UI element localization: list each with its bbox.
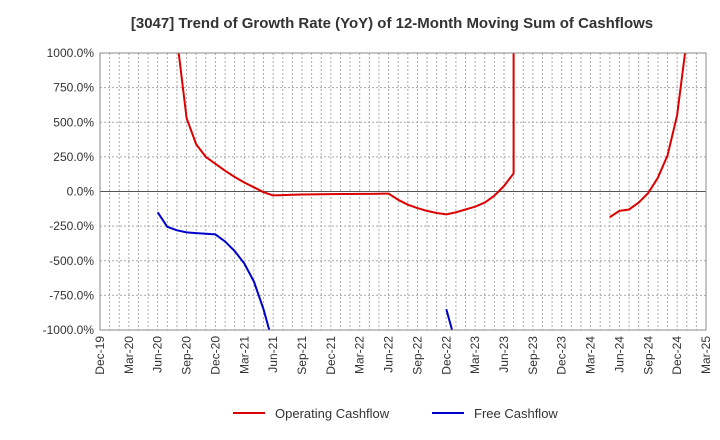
chart-title: [3047] Trend of Growth Rate (YoY) of 12-…	[131, 15, 653, 32]
x-tick-label: Mar-24	[584, 336, 598, 374]
y-tick-label: 750.0%	[53, 81, 94, 95]
free-cashflow-line	[445, 308, 454, 330]
x-tick-label: Jun-24	[612, 336, 626, 373]
x-tick-label: Dec-24	[670, 336, 684, 375]
free-cashflow-line	[156, 211, 271, 330]
x-tick-label: Jun-21	[266, 336, 280, 373]
x-tick-label: Dec-23	[555, 336, 569, 375]
operating-cashflow-legend-label: Operating Cashflow	[275, 406, 390, 421]
x-tick-label: Jun-23	[497, 336, 511, 373]
y-tick-label: -1000.0%	[43, 323, 95, 337]
y-tick-label: 500.0%	[53, 115, 94, 129]
legend: Operating Cashflow Free Cashflow	[233, 406, 558, 421]
x-tick-label: Dec-19	[93, 336, 107, 375]
y-tick-label: -250.0%	[49, 219, 94, 233]
y-tick-label: -750.0%	[49, 288, 94, 302]
x-tick-label: Sep-22	[410, 336, 424, 375]
x-tick-label: Dec-21	[324, 336, 338, 375]
y-tick-label: -500.0%	[49, 254, 94, 268]
x-tick-label: Dec-22	[439, 336, 453, 375]
grid	[99, 52, 707, 331]
x-tick-label: Jun-20	[151, 336, 165, 373]
x-tick-label: Mar-23	[468, 336, 482, 374]
x-tick-label: Sep-21	[295, 336, 309, 375]
x-tick-label: Sep-20	[180, 336, 194, 375]
operating-cashflow-line	[177, 53, 515, 216]
x-tick-label: Mar-25	[699, 336, 713, 374]
y-tick-label: 0.0%	[67, 185, 95, 199]
x-tick-label: Mar-22	[353, 336, 367, 374]
series-layer	[156, 53, 687, 330]
x-tick-label: Jun-22	[382, 336, 396, 373]
y-tick-label: 1000.0%	[47, 46, 95, 60]
x-tick-label: Mar-21	[237, 336, 251, 374]
x-tick-label: Dec-20	[208, 336, 222, 375]
axes: 1000.0% 750.0% 500.0% 250.0% 0.0% -250.0% -500…	[43, 46, 713, 375]
y-tick-label: 250.0%	[53, 150, 94, 164]
operating-cashflow-line	[609, 53, 687, 218]
x-tick-label: Mar-20	[122, 336, 136, 374]
x-tick-label: Sep-24	[641, 336, 655, 375]
x-tick-label: Sep-23	[526, 336, 540, 375]
free-cashflow-legend-label: Free Cashflow	[474, 406, 558, 421]
plot-frame	[99, 52, 707, 331]
